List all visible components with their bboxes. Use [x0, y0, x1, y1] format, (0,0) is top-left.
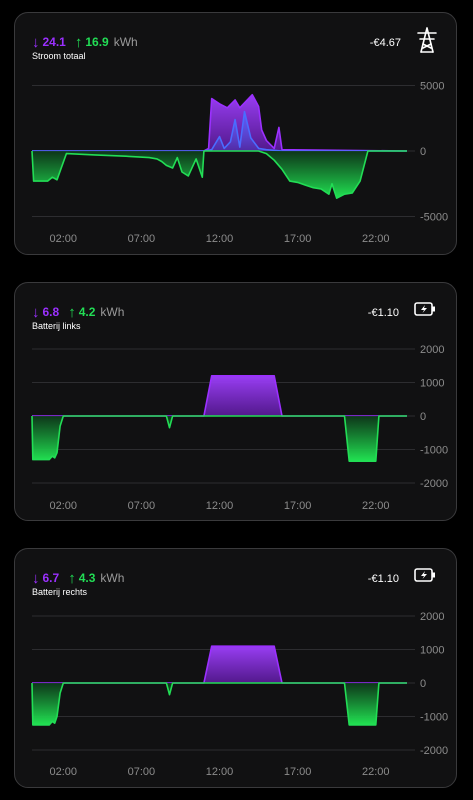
arrow-down-icon: ↓ — [32, 570, 40, 587]
x-tick-label: 22:00 — [362, 233, 390, 245]
energy-card-battery-right[interactable]: ↓ 6.7 ↑ 4.3 kWh Batterij rechts -€1.10 2… — [14, 548, 457, 788]
x-tick-label: 17:00 — [284, 766, 312, 778]
energy-summary: ↓ 6.8 ↑ 4.2 kWh — [32, 303, 125, 321]
x-tick-label: 12:00 — [206, 233, 234, 245]
series-line-0 — [32, 93, 408, 152]
arrow-up-icon: ↑ — [68, 304, 76, 321]
x-tick-label: 07:00 — [128, 766, 156, 778]
export-value: 4.2 — [78, 305, 96, 319]
battery-charging-icon[interactable] — [414, 568, 436, 587]
y-tick-label: 1000 — [420, 378, 444, 390]
export-value: 4.3 — [78, 571, 96, 585]
series-area-0 — [32, 94, 407, 151]
y-tick-label: 0 — [420, 146, 426, 158]
cost-value: -€1.10 — [367, 307, 399, 319]
y-tick-label: 0 — [420, 411, 426, 423]
unit-label: kWh — [113, 35, 138, 49]
y-tick-label: -2000 — [420, 478, 448, 490]
arrow-down-icon: ↓ — [32, 34, 40, 51]
card-title: Stroom totaal — [32, 51, 86, 61]
unit-label: kWh — [100, 571, 125, 585]
series-area-0 — [32, 375, 407, 416]
y-tick-label: -5000 — [420, 212, 448, 224]
import-value: 6.8 — [42, 305, 60, 319]
export-value: 16.9 — [85, 35, 109, 49]
chart-plot: 5000 0 -5000 02:00 07:00 12:00 17:00 22:00 — [31, 81, 448, 245]
series-area-1 — [32, 683, 407, 725]
y-tick-label: 0 — [420, 678, 426, 690]
card-title: Batterij rechts — [32, 587, 88, 597]
arrow-down-icon: ↓ — [32, 304, 40, 321]
y-tick-label: 2000 — [420, 344, 444, 356]
chart-plot: 2000 1000 0 -1000 -2000 02:00 07:00 12:00 17:00 2… — [31, 611, 448, 778]
y-tick-label: 2000 — [420, 611, 444, 623]
series-area-0 — [32, 646, 407, 683]
chart-plot: 2000 1000 0 -1000 -2000 02:00 07:00 12:00 17:00 2… — [31, 344, 448, 512]
series-line-2 — [31, 150, 407, 199]
x-tick-label: 02:00 — [49, 233, 77, 245]
series-area-1 — [32, 416, 407, 462]
energy-summary: ↓ 6.7 ↑ 4.3 kWh — [32, 569, 125, 587]
energy-summary: ↓ 24.1 ↑ 16.9 kWh — [32, 33, 138, 51]
x-tick-label: 02:00 — [49, 500, 77, 512]
y-tick-label: -2000 — [420, 745, 448, 757]
arrow-up-icon: ↑ — [74, 34, 83, 51]
series-area-1 — [32, 111, 407, 151]
series-area-2 — [32, 151, 407, 199]
unit-label: kWh — [100, 305, 125, 319]
arrow-up-icon: ↑ — [68, 570, 76, 587]
x-tick-label: 07:00 — [128, 500, 156, 512]
x-tick-label: 17:00 — [284, 500, 312, 512]
series-line-1 — [31, 415, 407, 462]
series-line-1 — [32, 110, 407, 152]
x-tick-label: 12:00 — [206, 766, 234, 778]
y-tick-label: -1000 — [420, 712, 448, 724]
x-tick-label: 17:00 — [284, 233, 312, 245]
y-tick-label: 5000 — [420, 81, 444, 93]
x-tick-label: 02:00 — [49, 766, 77, 778]
cost-value: -€4.67 — [369, 37, 401, 49]
card-title: Batterij links — [32, 321, 81, 331]
battery-charging-icon[interactable] — [414, 302, 436, 321]
y-tick-label: -1000 — [420, 445, 448, 457]
x-tick-label: 12:00 — [206, 500, 234, 512]
energy-card-total[interactable]: ↓ 24.1 ↑ 16.9 kWh Stroom totaal -€4.67 5… — [14, 12, 457, 255]
series-line-1 — [31, 682, 407, 726]
import-value: 24.1 — [42, 35, 66, 49]
x-tick-label: 07:00 — [128, 233, 156, 245]
x-tick-label: 22:00 — [362, 500, 390, 512]
y-tick-label: 1000 — [420, 645, 444, 657]
cost-value: -€1.10 — [367, 573, 399, 585]
energy-card-battery-left[interactable]: ↓ 6.8 ↑ 4.2 kWh Batterij links -€1.10 20… — [14, 282, 457, 521]
power-pylon-icon[interactable] — [416, 27, 438, 58]
x-tick-label: 22:00 — [362, 766, 390, 778]
import-value: 6.7 — [42, 571, 60, 585]
